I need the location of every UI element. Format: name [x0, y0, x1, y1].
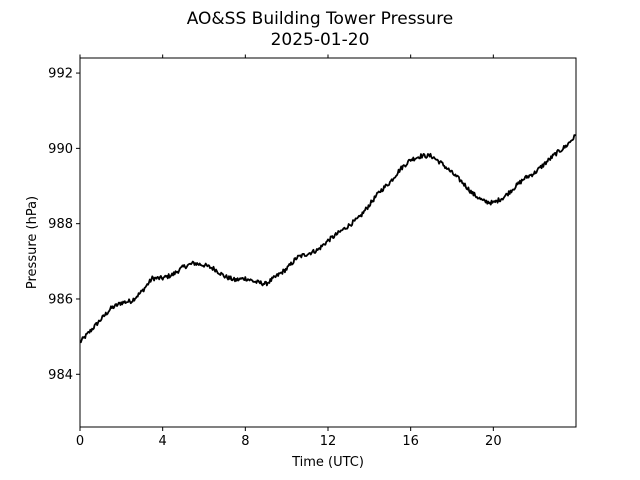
chart-title: AO&SS Building Tower Pressure: [187, 9, 454, 29]
series-line-pressure: [79, 134, 577, 344]
x-tick-label: 4: [159, 434, 167, 449]
y-tick-label: 988: [48, 217, 73, 232]
x-tick-label: 8: [241, 434, 249, 449]
y-tick-label: 986: [48, 292, 73, 307]
chart-subtitle: 2025-01-20: [271, 30, 370, 50]
y-axis: 984 986 988 990 992: [48, 67, 80, 383]
plot-frame: [79, 57, 577, 428]
x-axis: 0 4 8 12 16 20: [76, 54, 502, 449]
y-tick-label: 984: [48, 368, 73, 383]
x-tick-label: 0: [76, 434, 84, 449]
y-axis-label: Pressure (hPa): [25, 196, 40, 289]
x-tick-label: 12: [320, 434, 337, 449]
x-axis-label: Time (UTC): [291, 455, 364, 470]
y-tick-label: 990: [48, 142, 73, 157]
x-tick-label: 20: [485, 434, 502, 449]
x-tick-label: 16: [402, 434, 419, 449]
y-tick-label: 992: [48, 67, 73, 82]
